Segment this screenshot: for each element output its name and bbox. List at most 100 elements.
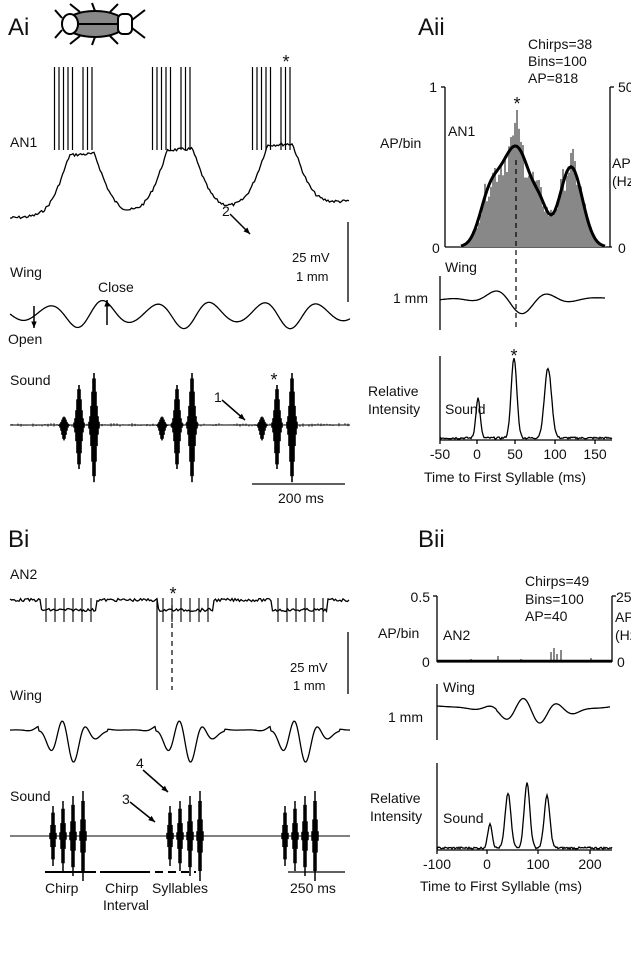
label: AP — [615, 609, 631, 625]
label: Time to First Syllable (ms) — [420, 878, 582, 894]
histogram-bar — [512, 135, 514, 247]
histogram-bar — [556, 208, 558, 247]
histogram-bar — [590, 227, 592, 247]
histogram-bar — [518, 128, 520, 247]
label: Chirps=38 — [528, 36, 592, 52]
label: AP/bin — [378, 625, 419, 641]
histogram-bar — [562, 169, 564, 247]
label: Bins=100 — [525, 591, 584, 607]
label: 3 — [122, 791, 130, 807]
histogram-bar — [470, 236, 472, 247]
histogram-bar — [496, 181, 498, 247]
histogram-bar — [588, 225, 590, 247]
label: Intensity — [368, 401, 420, 417]
label: AN1 — [448, 123, 475, 139]
label: AP=818 — [528, 70, 578, 86]
histogram-bar — [502, 175, 504, 247]
histogram-bar — [506, 171, 508, 247]
label: (Hz) — [615, 627, 631, 643]
histogram-bar — [546, 207, 548, 247]
wing-average — [436, 697, 611, 724]
histogram-bar — [554, 211, 556, 247]
label: 0 — [618, 240, 626, 256]
histogram-bar — [494, 167, 496, 247]
histogram-bar — [560, 650, 562, 662]
histogram-bar — [594, 237, 596, 247]
x-tick-label: 200 — [578, 856, 602, 872]
histogram-bar — [560, 178, 562, 247]
label: Sound — [443, 810, 483, 826]
histogram-bar — [552, 215, 554, 247]
label: Wing — [445, 259, 477, 275]
label: Wing — [443, 679, 475, 695]
histogram-bar — [526, 177, 528, 247]
label: 1 mm — [296, 269, 329, 284]
histogram-bar — [524, 177, 526, 247]
histogram-bar — [580, 186, 582, 247]
label: 4 — [136, 755, 144, 771]
label: Sound — [10, 372, 50, 388]
label: 25 mV — [292, 250, 330, 265]
histogram-bar — [572, 148, 574, 247]
label: 1 — [429, 79, 437, 95]
label: 50 — [618, 79, 631, 95]
label: 200 ms — [278, 490, 324, 506]
histogram-bar — [500, 163, 502, 247]
histogram-bar — [566, 175, 568, 247]
histogram-bar — [504, 156, 506, 247]
wing-average — [439, 290, 605, 315]
histogram-bar — [482, 206, 484, 247]
label: Aii — [418, 14, 445, 41]
histogram-bar — [582, 199, 584, 247]
histogram-bar — [466, 243, 468, 247]
label: Open — [8, 331, 42, 347]
label: * — [169, 584, 176, 604]
histogram-bar — [484, 183, 486, 247]
label: Chirps=49 — [525, 573, 589, 589]
histogram-bar — [486, 201, 488, 247]
histogram-bar — [488, 196, 490, 247]
label: 1 — [214, 389, 222, 405]
label: 1 mm — [293, 678, 326, 693]
label: 1 mm — [393, 290, 428, 306]
label: 250 ms — [290, 880, 336, 896]
histogram-bar — [542, 206, 544, 247]
histogram-bar — [472, 231, 474, 247]
label: 0 — [422, 654, 430, 670]
histogram-bar — [522, 145, 524, 247]
label: * — [510, 346, 517, 366]
x-tick-label: 100 — [526, 856, 550, 872]
label: 2 — [222, 203, 230, 219]
histogram-bar — [604, 245, 606, 247]
x-tick-label: -100 — [423, 856, 451, 872]
x-tick-label: 50 — [507, 446, 523, 462]
label: Wing — [10, 264, 42, 280]
label: Chirp — [45, 880, 79, 896]
label: Time to First Syllable (ms) — [424, 469, 586, 485]
smoothed-rate — [460, 144, 606, 248]
label: AP — [612, 155, 631, 171]
label: 25 — [616, 589, 631, 605]
histogram-bar — [558, 201, 560, 247]
sound-intensity — [436, 782, 613, 851]
label: * — [513, 94, 520, 114]
label: Syllables — [152, 880, 208, 896]
histogram-bar — [476, 228, 478, 247]
beetle-icon — [54, 2, 146, 46]
arrow-head — [238, 413, 245, 420]
x-tick-label: 0 — [473, 446, 481, 462]
label: Close — [98, 279, 134, 295]
histogram-bar — [568, 172, 570, 247]
histogram-bar — [578, 187, 580, 247]
histogram-bar — [538, 180, 540, 247]
histogram-bar — [574, 161, 576, 247]
histogram-bar — [468, 241, 470, 247]
label: * — [282, 52, 289, 72]
histogram-bar — [592, 233, 594, 247]
wing-trace — [10, 720, 351, 763]
label: 1 mm — [388, 709, 423, 725]
label: 0.5 — [411, 589, 431, 605]
wing-trace — [9, 299, 351, 330]
